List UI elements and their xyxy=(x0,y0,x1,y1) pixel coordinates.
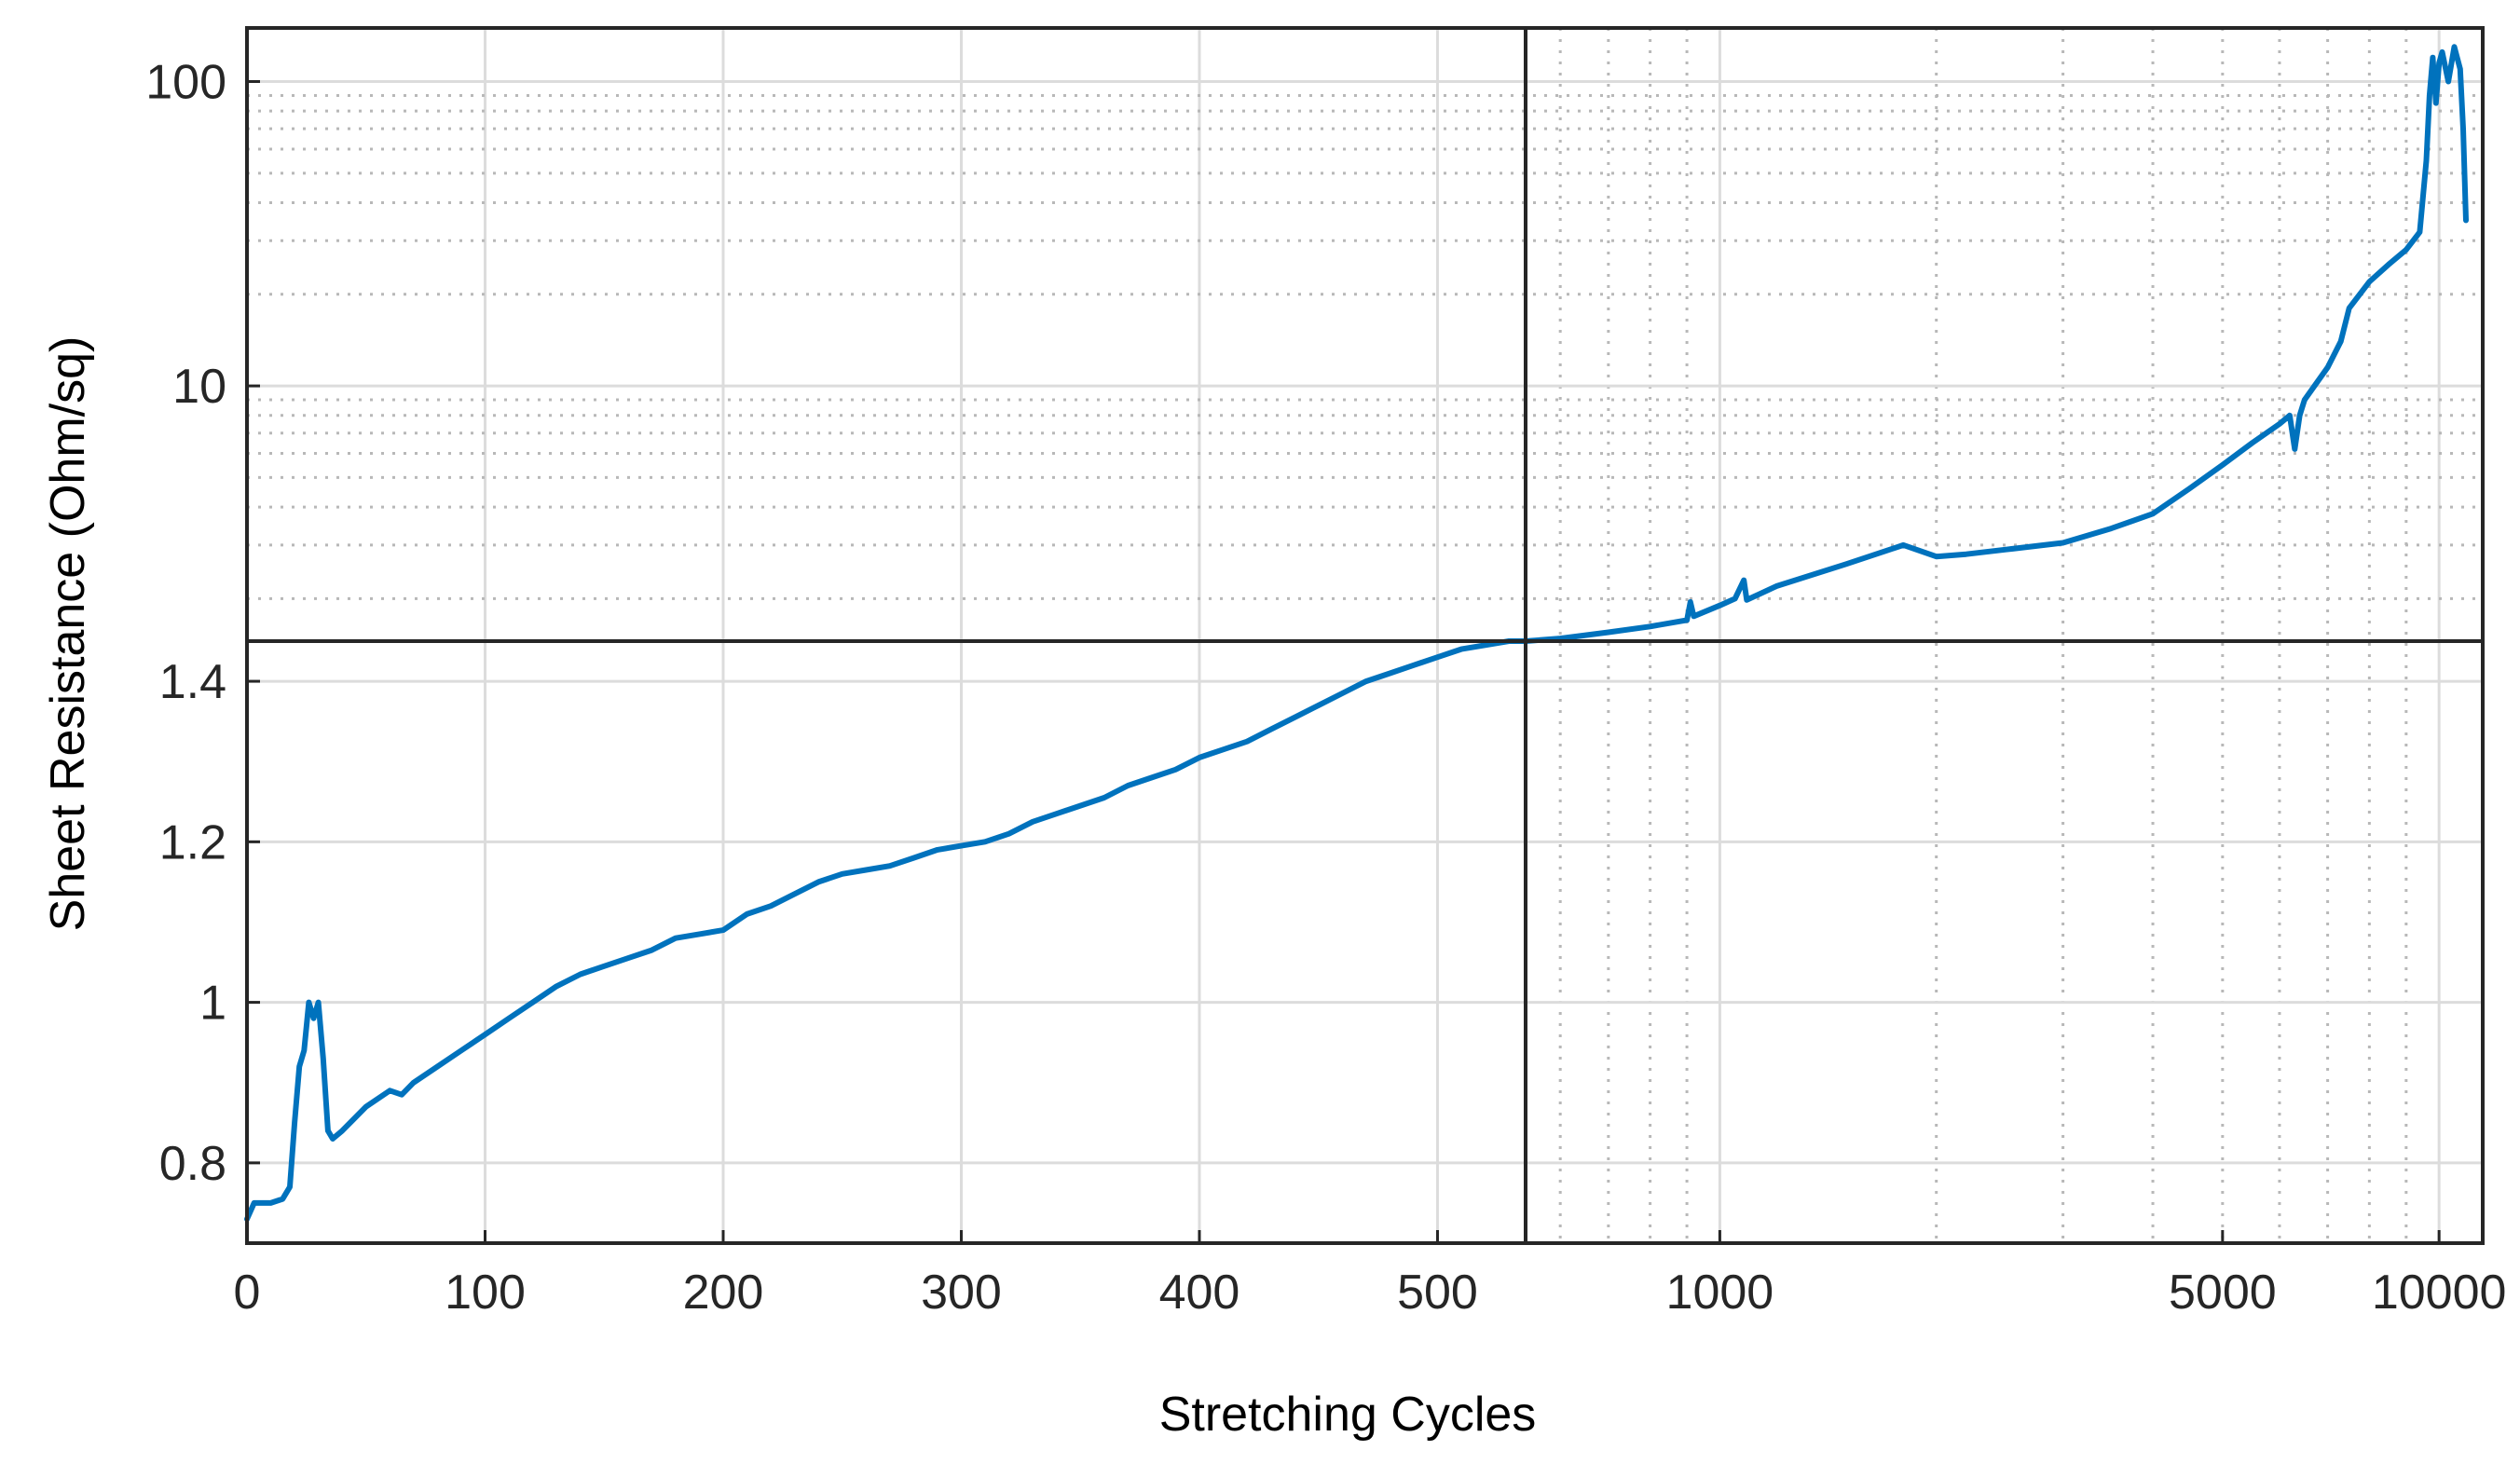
data-series-line xyxy=(244,44,2469,1223)
tick-labels: 0 100 200 300 400 500 1000 5000 10000 0.8 1 1.2 1.4 1… xyxy=(145,56,2506,1320)
x-tick-label: 5000 xyxy=(2169,1266,2277,1320)
axes-frame xyxy=(245,26,2485,1245)
x-tick-label: 400 xyxy=(1159,1266,1240,1320)
x-tick-label: 200 xyxy=(683,1266,764,1320)
x-tick-label: 300 xyxy=(921,1266,1002,1320)
x-tick-label: 0 xyxy=(234,1266,261,1320)
y-axis-title: Sheet Resistance (Ohm/sq) xyxy=(41,336,95,932)
plot-border xyxy=(245,26,2485,1245)
x-axis-title: Stretching Cycles xyxy=(1159,1388,1537,1442)
grid-layer xyxy=(245,28,2483,1243)
x-tick-label: 100 xyxy=(445,1266,526,1320)
y-tick-label: 1.4 xyxy=(159,655,226,709)
y-tick-label: 10 xyxy=(172,360,226,414)
y-tick-label: 0.8 xyxy=(159,1137,226,1191)
x-tick-label: 1000 xyxy=(1666,1266,1774,1320)
x-tick-label: 10000 xyxy=(2372,1266,2507,1320)
data-layer xyxy=(244,44,2469,1223)
y-tick-label: 1 xyxy=(199,977,226,1031)
y-tick-label: 1.2 xyxy=(159,815,226,869)
x-tick-label: 500 xyxy=(1397,1266,1478,1320)
y-tick-label: 100 xyxy=(145,56,226,110)
